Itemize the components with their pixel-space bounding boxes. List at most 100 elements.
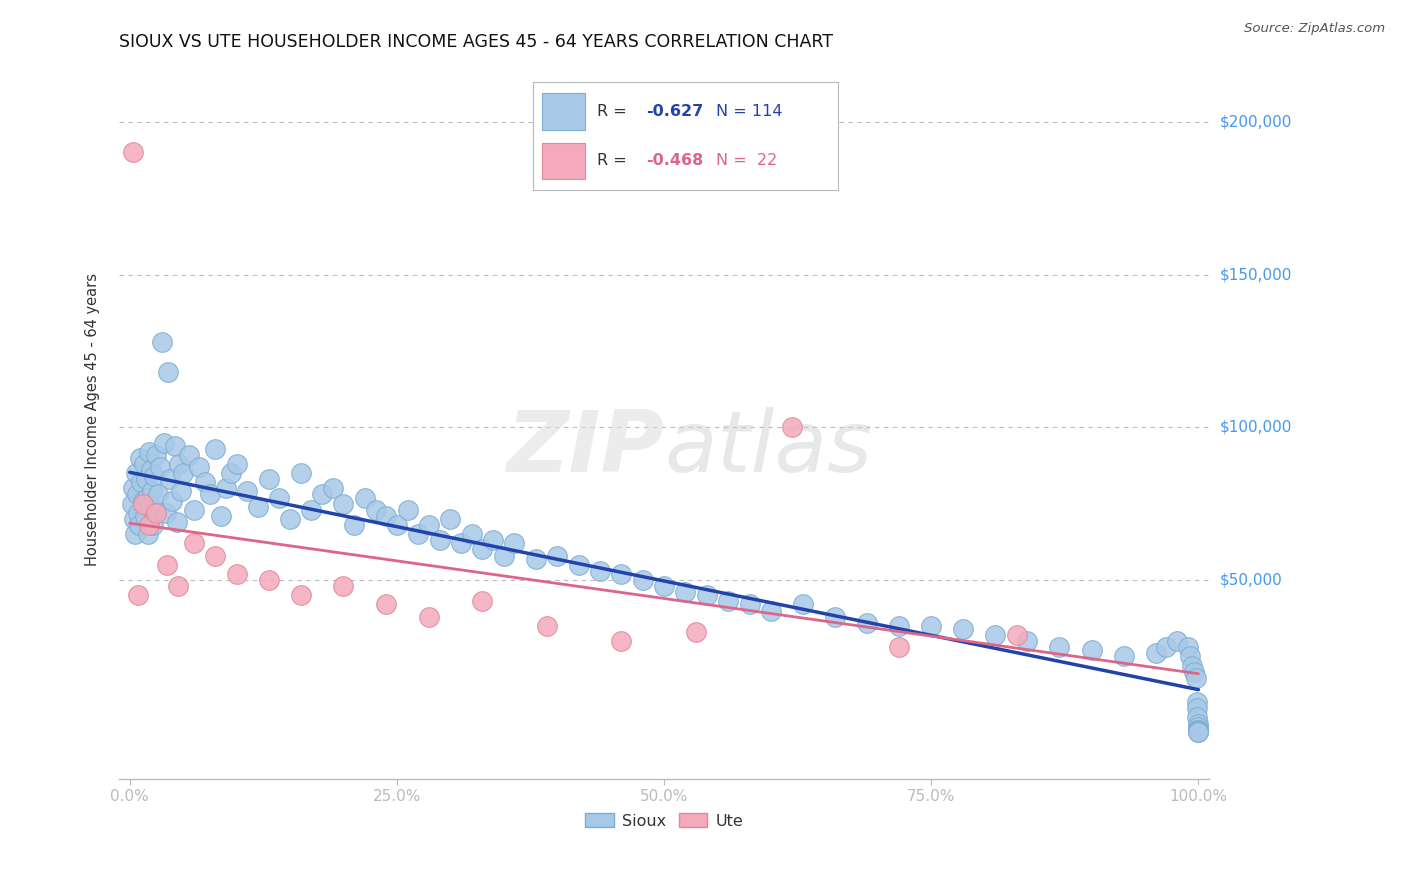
Point <box>418 609 440 624</box>
Point <box>429 533 451 548</box>
Point <box>166 515 188 529</box>
Point <box>163 439 186 453</box>
Point <box>122 482 145 496</box>
Point <box>127 487 149 501</box>
Point <box>145 448 167 462</box>
Point <box>134 508 156 523</box>
Point <box>471 594 494 608</box>
Point <box>142 518 165 533</box>
Point <box>170 484 193 499</box>
Point <box>150 334 173 349</box>
Point <box>759 603 782 617</box>
Point <box>1017 634 1039 648</box>
Point <box>183 536 205 550</box>
Point <box>299 502 322 516</box>
Point <box>153 435 176 450</box>
Point <box>136 527 159 541</box>
Point <box>141 484 163 499</box>
Point <box>236 484 259 499</box>
Point <box>257 472 280 486</box>
Point <box>131 475 153 490</box>
Point <box>131 497 153 511</box>
Point <box>209 508 232 523</box>
Point <box>536 619 558 633</box>
Point <box>1187 701 1209 715</box>
Point <box>824 609 846 624</box>
Point <box>139 500 162 514</box>
Point <box>1187 725 1209 739</box>
Text: SIOUX VS UTE HOUSEHOLDER INCOME AGES 45 - 64 YEARS CORRELATION CHART: SIOUX VS UTE HOUSEHOLDER INCOME AGES 45 … <box>120 33 832 51</box>
Point <box>889 640 911 655</box>
Point <box>127 506 149 520</box>
Text: Source: ZipAtlas.com: Source: ZipAtlas.com <box>1244 22 1385 36</box>
Point <box>1187 725 1209 739</box>
Point <box>1185 671 1208 685</box>
Legend: Sioux, Ute: Sioux, Ute <box>579 806 749 835</box>
Point <box>135 491 157 505</box>
Point <box>1187 710 1209 724</box>
Point <box>353 491 375 505</box>
Point <box>696 588 718 602</box>
Point <box>439 512 461 526</box>
Point <box>131 493 153 508</box>
Text: $50,000: $50,000 <box>1220 573 1282 588</box>
Point <box>278 512 301 526</box>
Point <box>471 542 494 557</box>
Point <box>269 491 291 505</box>
Point <box>1156 640 1178 655</box>
Point <box>889 619 911 633</box>
Point <box>343 518 366 533</box>
Point <box>1080 643 1102 657</box>
Point <box>524 551 547 566</box>
Point <box>122 512 145 526</box>
Point <box>418 518 440 533</box>
Point <box>138 518 160 533</box>
Point <box>172 466 194 480</box>
Point <box>167 457 190 471</box>
Point <box>1187 723 1209 738</box>
Point <box>198 487 221 501</box>
Point <box>149 460 172 475</box>
Point <box>1187 695 1209 709</box>
Point <box>782 420 804 434</box>
Point <box>183 502 205 516</box>
Point <box>219 466 242 480</box>
Point <box>145 506 167 520</box>
Point <box>1177 640 1199 655</box>
Point <box>204 442 226 456</box>
Point <box>610 566 633 581</box>
Text: $150,000: $150,000 <box>1220 267 1292 282</box>
Point <box>177 448 200 462</box>
Point <box>610 634 633 648</box>
Point <box>156 558 179 572</box>
Point <box>1049 640 1071 655</box>
Point <box>193 475 215 490</box>
Point <box>685 624 707 639</box>
Point <box>631 573 654 587</box>
Point <box>146 487 169 501</box>
Text: atlas: atlas <box>664 407 872 490</box>
Point <box>1187 716 1209 731</box>
Point <box>738 598 761 612</box>
Point <box>257 573 280 587</box>
Point <box>568 558 591 572</box>
Point <box>155 506 177 520</box>
Point <box>145 502 167 516</box>
Point <box>364 502 387 516</box>
Point <box>128 518 150 533</box>
Point <box>311 487 333 501</box>
Point <box>717 594 740 608</box>
Point <box>204 549 226 563</box>
Point <box>127 588 149 602</box>
Point <box>1112 649 1135 664</box>
Point <box>1005 628 1028 642</box>
Point <box>396 502 419 516</box>
Point <box>159 472 181 486</box>
Point <box>166 579 188 593</box>
Point <box>652 579 675 593</box>
Point <box>225 457 247 471</box>
Point <box>124 527 146 541</box>
Point <box>1166 634 1188 648</box>
Point <box>952 622 974 636</box>
Point <box>460 527 482 541</box>
